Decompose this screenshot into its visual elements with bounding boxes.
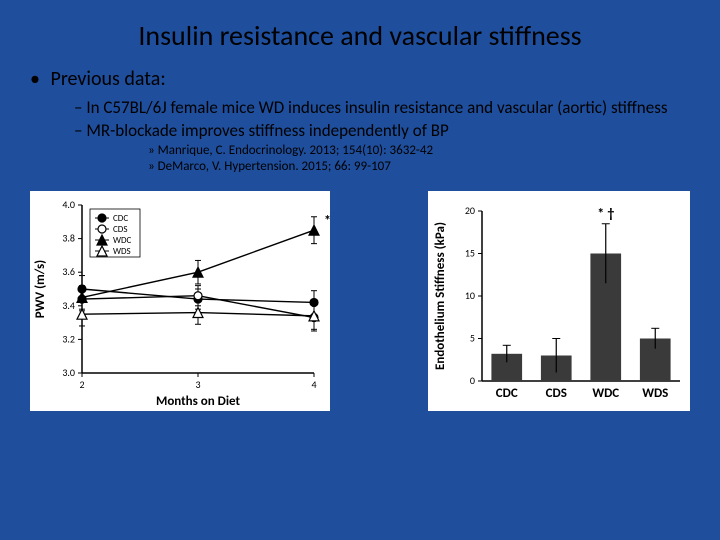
svg-text:10: 10	[465, 289, 475, 302]
slide-title: Insulin resistance and vascular stiffnes…	[0, 0, 720, 67]
svg-text:* †: * †	[597, 205, 614, 222]
svg-text:WDS: WDS	[113, 246, 131, 257]
content-area: Previous data: In C57BL/6J female mice W…	[0, 67, 720, 174]
svg-text:3.8: 3.8	[62, 232, 75, 245]
slide: Insulin resistance and vascular stiffnes…	[0, 0, 720, 540]
svg-text:WDC: WDC	[113, 235, 132, 246]
svg-text:3.4: 3.4	[62, 299, 75, 312]
svg-text:Endothelium Stiffness (kPa): Endothelium Stiffness (kPa)	[433, 222, 448, 370]
svg-text:2: 2	[79, 378, 84, 391]
bullet-level1: Previous data:	[30, 67, 690, 91]
svg-text:3.6: 3.6	[62, 265, 75, 278]
svg-text:CDS: CDS	[113, 224, 127, 235]
svg-text:15: 15	[465, 247, 475, 260]
svg-text:CDS: CDS	[546, 386, 567, 401]
svg-text:20: 20	[465, 204, 475, 217]
svg-text:3.0: 3.0	[62, 366, 75, 379]
svg-text:3: 3	[195, 378, 200, 391]
svg-text:CDC: CDC	[496, 386, 518, 401]
bullet-level2: In C57BL/6J female mice WD induces insul…	[74, 97, 690, 118]
svg-text:4: 4	[311, 378, 316, 391]
bullet-level2: MR-blockade improves stiffness independe…	[74, 120, 690, 141]
svg-text:WDC: WDC	[592, 386, 619, 401]
svg-text:*†: *†	[324, 212, 330, 229]
svg-text:4.0: 4.0	[62, 198, 75, 211]
svg-text:PWV (m/s): PWV (m/s)	[33, 260, 48, 318]
svg-text:CDC: CDC	[113, 213, 128, 224]
svg-text:3.2: 3.2	[62, 332, 75, 345]
svg-text:0: 0	[470, 374, 475, 387]
pwv-line-chart: 3.0 3.2 3.4 3.6 3.8 4.0 2 3 4 PWV (m/s) Months on …	[30, 191, 330, 411]
bullet-level3: DeMarco, V. Hypertension. 2015; 66: 99-1…	[148, 159, 690, 174]
svg-text:WDS: WDS	[642, 386, 668, 401]
stiffness-bar-chart: 0 5 10 15 20 Endothelium Stiffness (kPa) CDC CD…	[428, 191, 690, 411]
charts-row: 3.0 3.2 3.4 3.6 3.8 4.0 2 3 4 PWV (m/s) Months on …	[0, 175, 720, 411]
svg-text:Months on Diet: Months on Diet	[156, 394, 241, 409]
bullet-level3: Manrique, C. Endocrinology. 2013; 154(10…	[148, 143, 690, 158]
svg-text:5: 5	[470, 332, 475, 345]
